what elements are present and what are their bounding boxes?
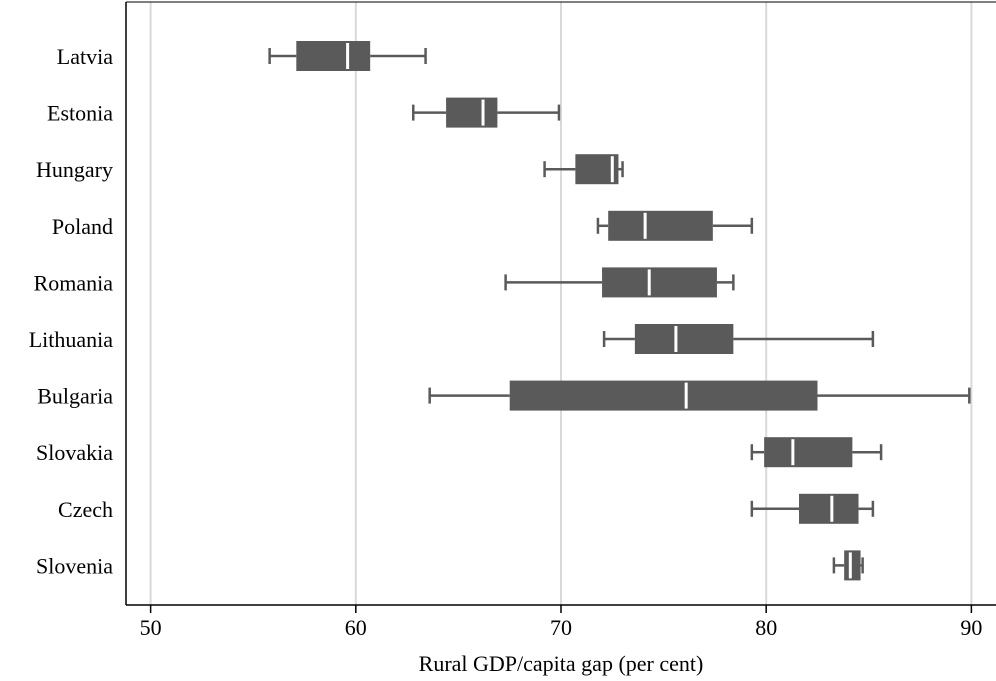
box-iqr [608,210,713,241]
box-lithuania [602,324,875,354]
box-latvia [268,41,427,71]
x-tick-label-80: 80 [755,615,777,640]
x-axis: 50 60 70 80 90 [125,1,996,640]
box-slovenia [832,550,864,581]
category-label: Bulgaria [37,384,113,409]
box-hungary [543,154,624,185]
x-tick-label-90: 90 [960,615,982,640]
box-bulgaria [428,380,971,411]
box-romania [504,267,735,298]
x-tick-label-60: 60 [345,615,367,640]
box-iqr [799,493,859,524]
x-tick-label-50: 50 [140,615,162,640]
category-label: Poland [52,214,113,239]
box-iqr [446,97,498,128]
category-label: Slovakia [36,440,113,465]
category-label: Latvia [57,44,113,69]
box-estonia [412,97,561,128]
box-czech [750,493,875,524]
box-iqr [764,437,853,468]
category-label: Slovenia [36,553,113,578]
category-label: Hungary [36,157,113,182]
category-label: Lithuania [29,327,114,352]
grid-lines [149,2,973,605]
x-tick-label-70: 70 [550,615,572,640]
box-iqr [602,267,717,298]
box-iqr [296,41,371,71]
box-series [268,41,971,581]
category-label: Estonia [47,101,113,126]
box-iqr [509,380,818,411]
category-label: Romania [34,270,114,295]
box-slovakia [750,437,883,468]
x-axis-title: Rural GDP/capita gap (per cent) [419,651,704,676]
box-iqr [844,550,861,581]
box-poland [596,210,754,241]
box-iqr [634,324,734,354]
category-label: Czech [58,497,113,522]
category-labels: Latvia Estonia Hungary Poland Romania Lithuan… [29,44,114,578]
